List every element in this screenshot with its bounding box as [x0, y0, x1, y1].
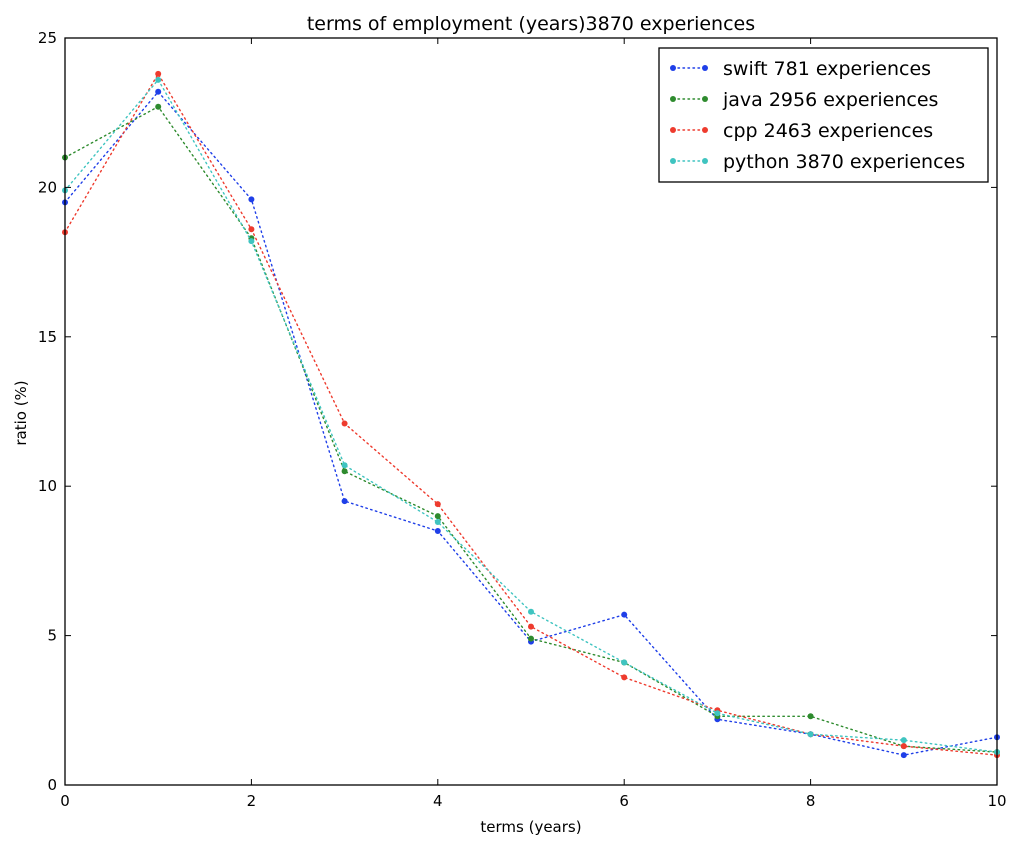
legend-marker — [670, 96, 676, 102]
data-point — [248, 196, 255, 203]
y-tick-label: 5 — [47, 627, 57, 645]
data-point — [155, 76, 162, 83]
series-line-1 — [64, 105, 998, 753]
data-point — [621, 659, 628, 666]
data-point — [621, 674, 628, 681]
data-point — [341, 420, 348, 427]
legend-marker — [702, 158, 708, 164]
data-point — [155, 70, 162, 77]
legend-marker — [670, 127, 676, 133]
data-point — [434, 519, 441, 526]
legend-marker — [702, 65, 708, 71]
legend-marker — [702, 96, 708, 102]
data-point — [900, 752, 907, 759]
data-point — [528, 623, 534, 630]
legend-label: java 2956 experiences — [722, 89, 938, 111]
data-point — [341, 498, 348, 505]
data-point — [434, 528, 441, 535]
data-point — [621, 611, 628, 618]
y-tick-label: 25 — [38, 29, 57, 47]
x-axis-label: terms (years) — [480, 818, 581, 836]
legend: swift 781 experiences java 2956 experienc… — [658, 47, 989, 183]
data-point — [528, 635, 534, 642]
legend-marker — [670, 65, 676, 71]
series-line-0 — [64, 90, 998, 756]
data-point — [900, 737, 907, 744]
x-tick-label: 8 — [806, 792, 816, 810]
data-point — [807, 713, 814, 720]
data-point — [807, 731, 814, 738]
data-point — [155, 103, 162, 110]
data-point — [155, 88, 162, 95]
legend-label: swift 781 experiences — [723, 58, 931, 80]
y-tick-label: 10 — [38, 477, 57, 495]
data-point — [528, 608, 534, 615]
data-point — [248, 238, 255, 245]
data-point — [434, 501, 441, 508]
x-tick-label: 0 — [60, 792, 70, 810]
x-tick-label: 10 — [987, 792, 1006, 810]
plot-frame — [64, 37, 998, 786]
chart-title: terms of employment (years)3870 experien… — [307, 13, 755, 35]
legend-marker — [702, 127, 708, 133]
series-line-2 — [64, 72, 998, 756]
y-axis-label: ratio (%) — [12, 380, 30, 445]
data-point — [248, 226, 255, 233]
y-tick-label: 15 — [38, 328, 57, 346]
data-point — [341, 462, 348, 469]
data-point — [714, 710, 721, 717]
legend-label: python 3870 experiences — [723, 151, 965, 173]
y-tick-label: 20 — [38, 178, 57, 196]
legend-box — [658, 47, 989, 183]
data-point — [900, 743, 907, 750]
x-tick-label: 6 — [619, 792, 629, 810]
legend-label: cpp 2463 experiences — [723, 120, 933, 142]
y-tick-label: 0 — [47, 776, 57, 794]
x-tick-label: 4 — [433, 792, 443, 810]
legend-marker — [670, 158, 676, 164]
x-tick-label: 2 — [247, 792, 257, 810]
axis-ticks: 0 2 4 6 8 10 0 5 10 15 20 25 — [38, 29, 1007, 810]
data-point — [434, 513, 441, 520]
data-point — [341, 468, 348, 475]
